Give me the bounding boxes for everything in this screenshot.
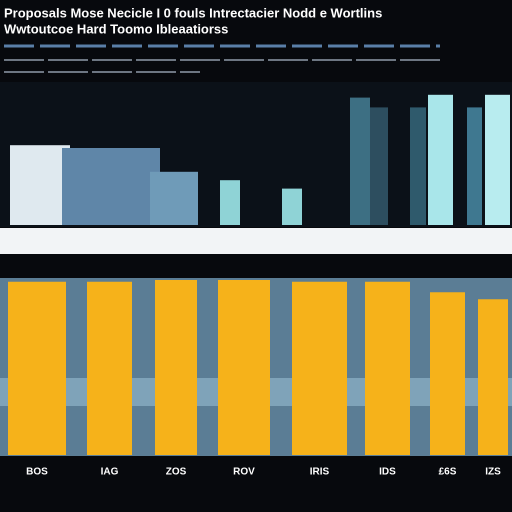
x-tick-label: £6S <box>439 467 457 478</box>
bar <box>282 188 302 225</box>
label-strip <box>0 228 512 254</box>
bar <box>87 281 132 455</box>
bar <box>62 148 160 225</box>
bar <box>410 107 426 225</box>
bar <box>485 94 510 225</box>
bar <box>220 180 240 225</box>
x-tick-label: IZS <box>485 467 501 478</box>
bar <box>430 292 465 455</box>
bar <box>350 97 370 225</box>
bar <box>428 94 453 225</box>
bar <box>478 299 508 455</box>
bar <box>292 281 347 455</box>
x-tick-label: ZOS <box>166 467 187 478</box>
bar <box>10 145 70 225</box>
title: Proposals Mose Necicle I 0 fouls Intrect… <box>4 5 382 20</box>
bar <box>8 281 66 455</box>
x-tick-label: IAG <box>101 467 119 478</box>
x-tick-label: IRIS <box>310 467 330 478</box>
bar <box>370 107 388 225</box>
bar <box>150 171 198 225</box>
x-tick-label: IDS <box>379 467 396 478</box>
x-tick-label: ROV <box>233 467 255 478</box>
bar <box>218 280 270 455</box>
bar <box>365 281 410 455</box>
bar <box>467 107 482 225</box>
subtitle: Wwtoutcoe Hard Toomo Ibleaatiorss <box>4 21 228 36</box>
bar <box>155 280 197 455</box>
x-tick-label: BOS <box>26 467 48 478</box>
